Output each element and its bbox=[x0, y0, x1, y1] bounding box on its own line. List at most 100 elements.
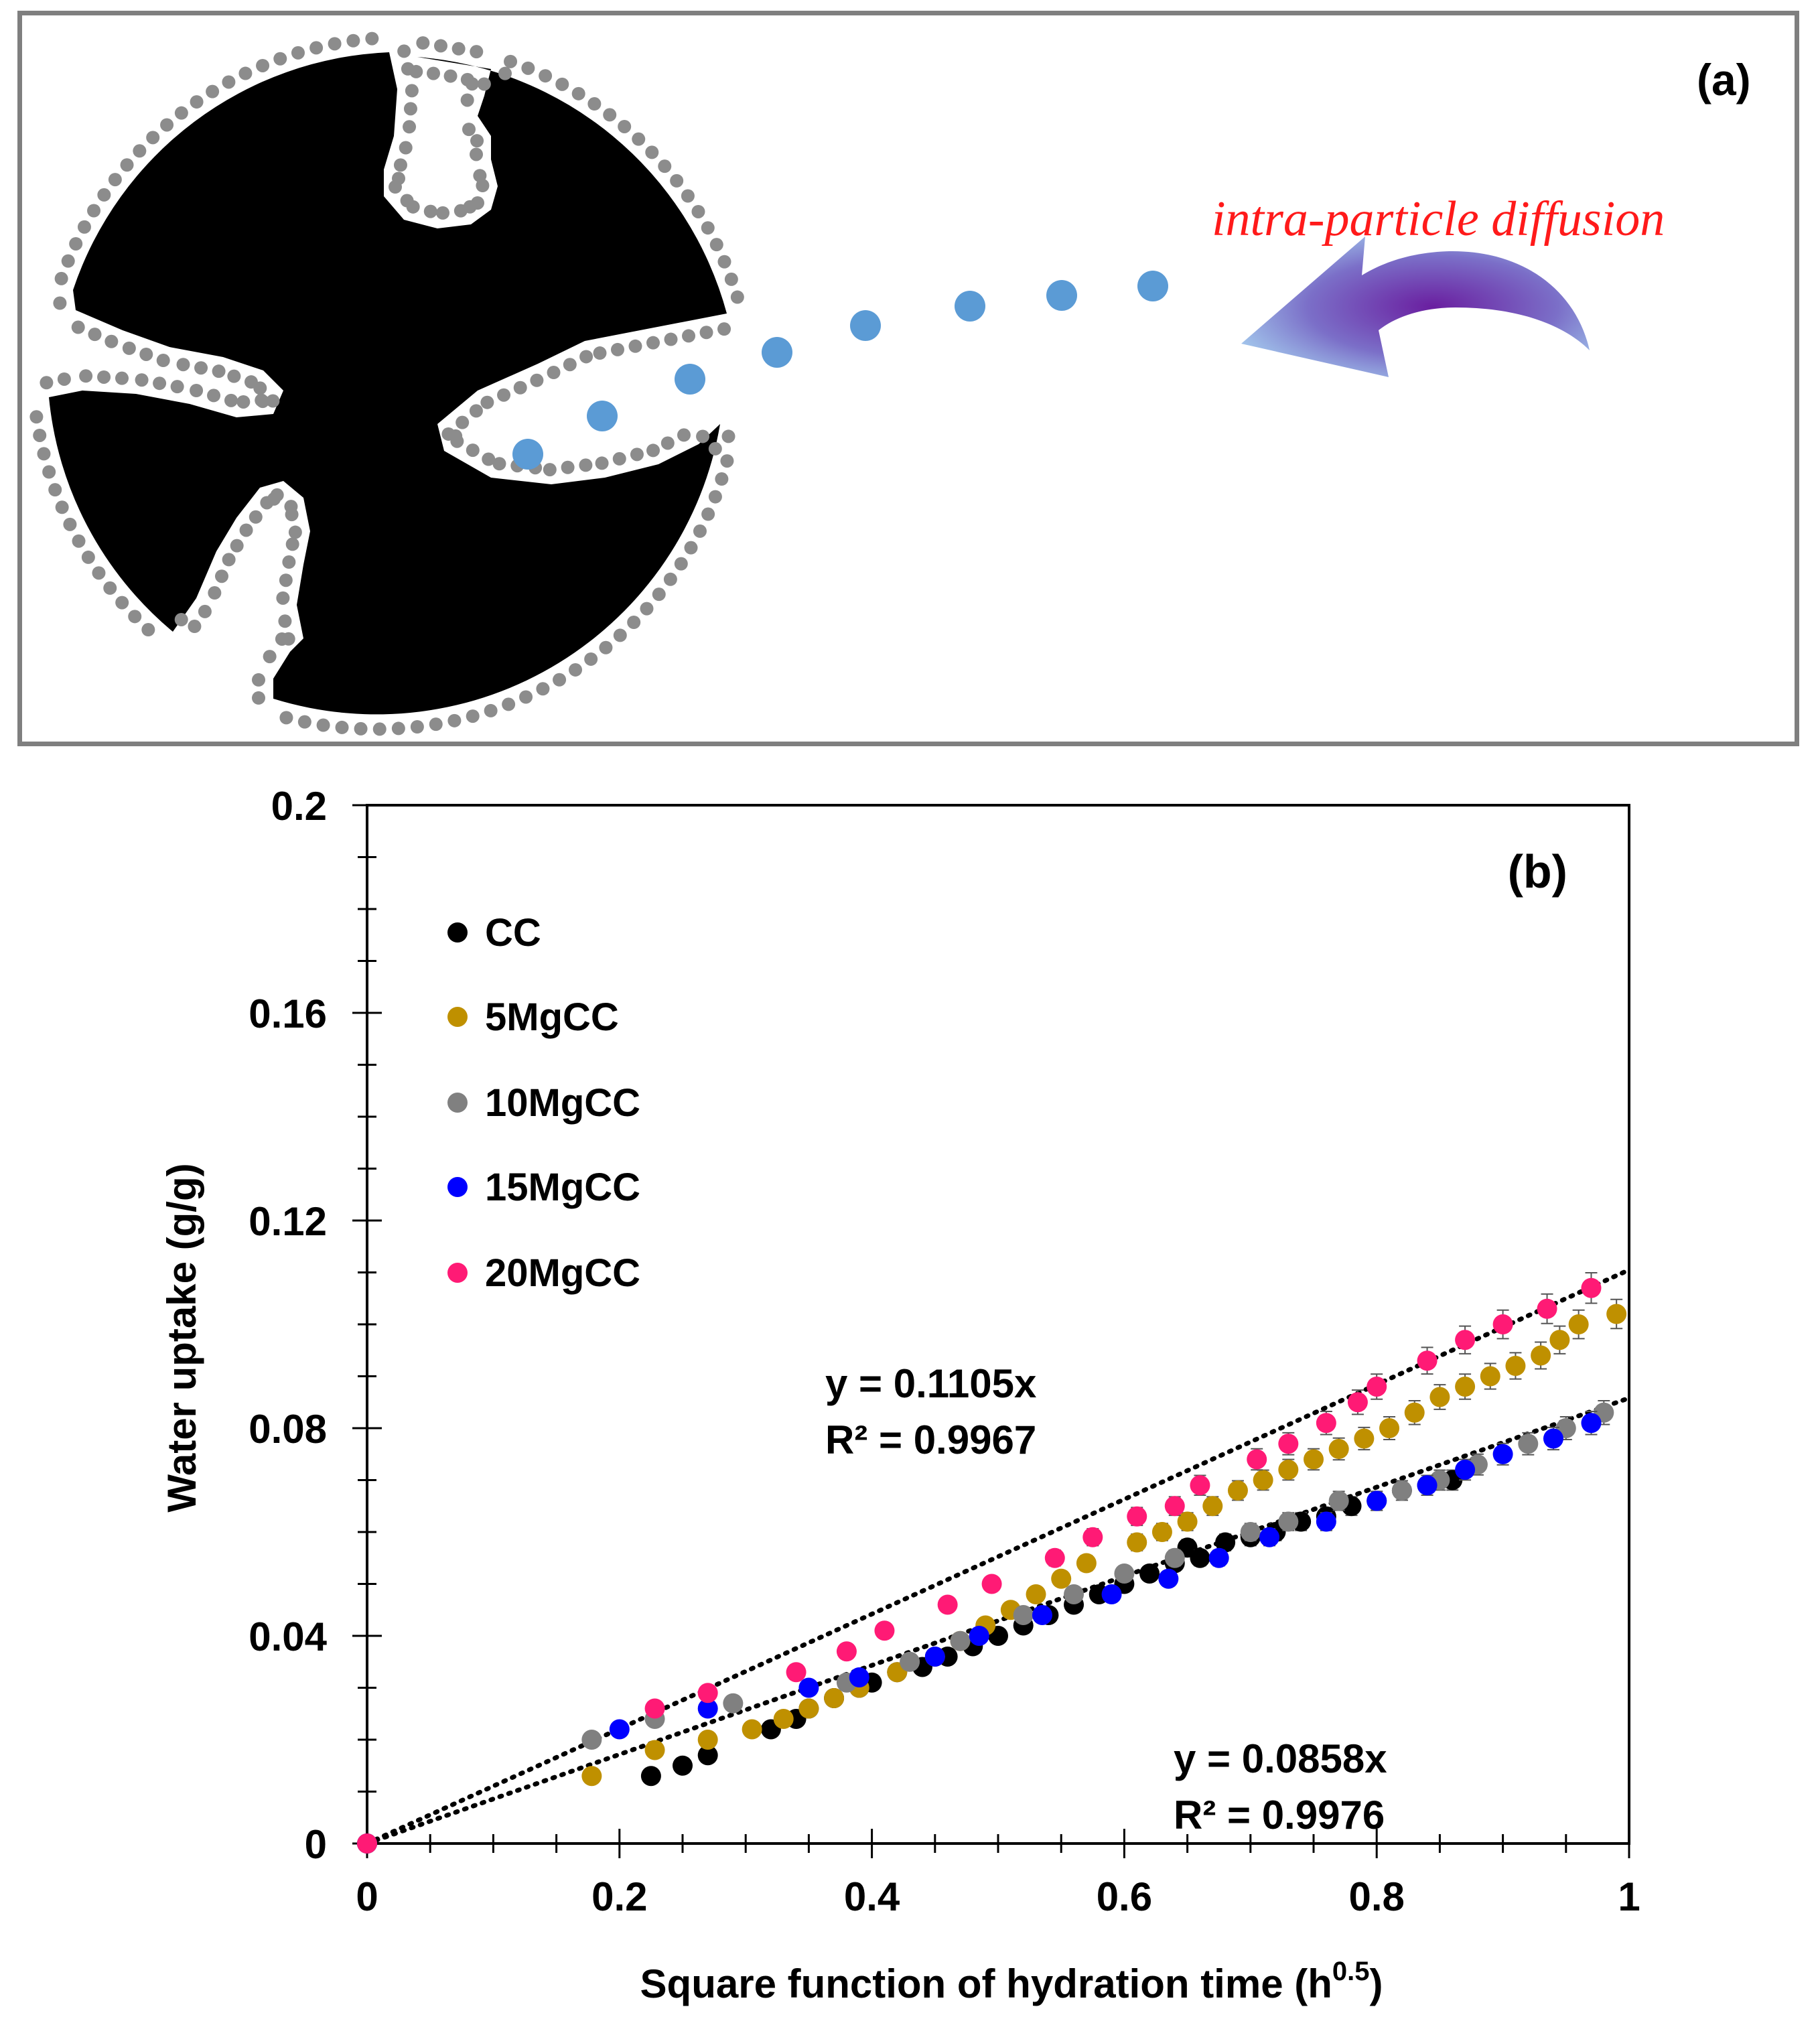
adsorbed-molecule bbox=[436, 206, 450, 220]
data-point bbox=[981, 1574, 1002, 1594]
adsorbed-molecule bbox=[646, 336, 660, 350]
adsorbed-molecule bbox=[563, 358, 577, 372]
adsorbed-molecule bbox=[423, 204, 437, 218]
adsorbed-molecule bbox=[194, 361, 208, 375]
data-point bbox=[1190, 1547, 1210, 1568]
data-point bbox=[1328, 1490, 1349, 1511]
water-molecule-icon bbox=[1046, 280, 1077, 311]
data-point bbox=[697, 1698, 718, 1719]
data-point bbox=[1492, 1314, 1513, 1334]
adsorbed-molecule bbox=[29, 410, 44, 424]
adsorbed-molecule bbox=[397, 44, 411, 58]
water-molecule-icon bbox=[512, 439, 543, 470]
data-point bbox=[1139, 1563, 1160, 1584]
data-point bbox=[644, 1740, 665, 1760]
adsorbed-molecule bbox=[628, 339, 642, 353]
adsorbed-molecule bbox=[263, 650, 277, 664]
y-tick-label: 0.04 bbox=[249, 1614, 327, 1659]
adsorbed-molecule bbox=[618, 119, 632, 133]
adsorbed-molecule bbox=[239, 523, 253, 537]
adsorbed-molecule bbox=[214, 569, 228, 583]
panel-label-a: (a) bbox=[1697, 55, 1751, 105]
x-tick-label: 0 bbox=[356, 1874, 378, 1919]
data-point bbox=[1026, 1584, 1046, 1604]
adsorbed-molecule bbox=[630, 447, 644, 462]
adsorbed-molecule bbox=[497, 388, 511, 402]
data-point bbox=[1316, 1413, 1336, 1434]
adsorbed-molecule bbox=[652, 587, 666, 602]
adsorbed-molecule bbox=[284, 500, 298, 514]
plot-frame bbox=[366, 804, 1630, 1845]
adsorbed-molecule bbox=[410, 720, 424, 734]
trendline-r2: R² = 0.9967 bbox=[825, 1417, 1036, 1462]
porous-particle-icon bbox=[49, 52, 727, 715]
adsorbed-molecule bbox=[682, 329, 696, 343]
adsorbed-molecule bbox=[40, 376, 54, 390]
legend-marker bbox=[447, 1177, 468, 1197]
x-tick-label: 1 bbox=[1618, 1874, 1640, 1919]
adsorbed-molecule bbox=[288, 525, 302, 539]
adsorbed-molecule bbox=[443, 69, 458, 83]
adsorbed-molecule bbox=[595, 456, 609, 470]
trendline-r2: R² = 0.9976 bbox=[1174, 1793, 1385, 1837]
data-point bbox=[609, 1719, 630, 1740]
adsorbed-molecule bbox=[198, 604, 212, 618]
adsorbed-molecule bbox=[399, 141, 413, 155]
adsorbed-molecule bbox=[160, 118, 174, 132]
adsorbed-molecule bbox=[612, 451, 626, 466]
adsorbed-molecule bbox=[674, 557, 688, 571]
adsorbed-molecule bbox=[79, 369, 93, 383]
data-point bbox=[1531, 1345, 1551, 1366]
y-axis-title: Water uptake (g/g) bbox=[159, 1163, 204, 1512]
adsorbed-molecule bbox=[684, 541, 698, 555]
adsorbed-molecule bbox=[521, 61, 535, 75]
adsorbed-molecule bbox=[466, 443, 480, 458]
adsorbed-molecule bbox=[115, 596, 129, 610]
series-20MgCC bbox=[357, 1271, 1602, 1854]
adsorbed-molecule bbox=[236, 395, 251, 409]
adsorbed-molecule bbox=[717, 322, 731, 336]
data-point bbox=[1316, 1511, 1336, 1532]
y-tick-label: 0.12 bbox=[249, 1199, 327, 1244]
adsorbed-molecule bbox=[670, 173, 684, 188]
series-15MgCC bbox=[357, 1410, 1602, 1854]
adsorbed-molecule bbox=[610, 342, 624, 356]
data-point bbox=[1278, 1434, 1299, 1454]
data-point bbox=[697, 1683, 718, 1703]
adsorbed-molecule bbox=[599, 640, 613, 654]
adsorbed-molecule bbox=[156, 354, 170, 368]
water-molecule-icon bbox=[762, 337, 792, 368]
adsorbed-molecule bbox=[429, 717, 443, 732]
adsorbed-molecule bbox=[139, 347, 153, 361]
adsorbed-molecule bbox=[406, 200, 420, 214]
adsorbed-molecule bbox=[266, 394, 280, 408]
adsorbed-molecule bbox=[470, 196, 484, 210]
x-tick-label: 0.4 bbox=[844, 1874, 900, 1919]
adsorbed-molecule bbox=[640, 602, 654, 616]
data-point bbox=[1202, 1496, 1223, 1517]
adsorbed-molecule bbox=[401, 62, 415, 76]
adsorbed-molecule bbox=[470, 45, 484, 59]
adsorbed-molecule bbox=[97, 188, 111, 202]
legend-marker bbox=[447, 1093, 468, 1113]
data-point bbox=[1518, 1434, 1539, 1454]
data-point bbox=[723, 1693, 744, 1714]
adsorbed-molecule bbox=[170, 380, 184, 394]
data-point bbox=[1240, 1522, 1261, 1542]
data-point bbox=[1064, 1584, 1084, 1604]
data-point bbox=[1127, 1532, 1147, 1553]
data-point bbox=[1417, 1350, 1438, 1371]
water-molecules bbox=[512, 271, 1168, 470]
data-point bbox=[1404, 1402, 1425, 1423]
adsorbed-molecule bbox=[470, 134, 484, 148]
adsorbed-molecule bbox=[721, 429, 736, 443]
adsorbed-molecule bbox=[498, 66, 512, 80]
adsorbed-molecule bbox=[502, 697, 516, 711]
legend-marker bbox=[447, 1007, 468, 1027]
data-point bbox=[1606, 1304, 1627, 1324]
adsorbed-molecule bbox=[297, 715, 311, 729]
adsorbed-molecule bbox=[88, 328, 102, 342]
data-point bbox=[1278, 1511, 1299, 1532]
adsorbed-molecule bbox=[555, 77, 569, 91]
data-point bbox=[824, 1688, 845, 1708]
